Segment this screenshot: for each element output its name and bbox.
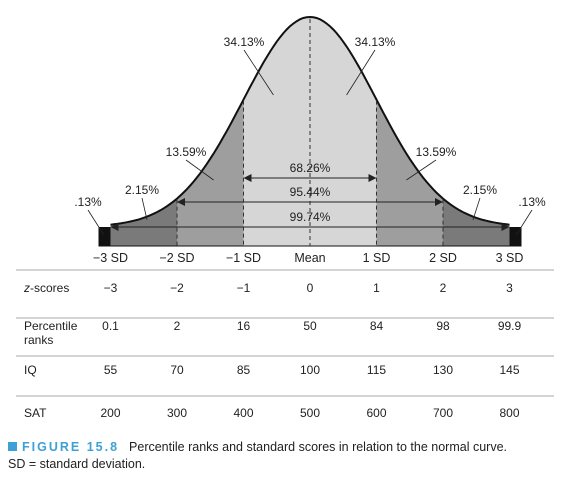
area-label-5: 34.13%: [355, 35, 396, 49]
cell-r3-c5: 115: [367, 363, 386, 377]
area-leader-6: [406, 159, 437, 181]
caption-text-2: SD = standard deviation.: [8, 457, 146, 471]
cell-r4-c7: 800: [499, 406, 519, 420]
inner-band-left: [177, 99, 244, 246]
cell-r4-c5: 600: [366, 406, 386, 420]
row-label-4: SAT: [24, 406, 47, 420]
area-leader-1: [87, 209, 105, 236]
range-label-3: 99.74%: [290, 210, 331, 224]
cell-r4-c2: 300: [167, 406, 187, 420]
sd-label-3: −1 SD: [226, 251, 261, 265]
area-leader-5: [346, 49, 376, 96]
area-percent-labels: .13% 2.15% 13.59% 34.13% 34.13% 13.59% 2.15% .1…: [74, 35, 546, 236]
cell-r4-c3: 400: [233, 406, 253, 420]
figure-label: FIGURE 15.8: [22, 440, 120, 454]
row-label-3: IQ: [24, 363, 37, 377]
area-leader-7: [472, 197, 481, 221]
sd-label-6: 2 SD: [429, 251, 457, 265]
caption-square-icon: [8, 442, 17, 451]
sd-axis-labels: −3 SD −2 SD −1 SD Mean 1 SD 2 SD 3 SD: [93, 251, 523, 265]
range-label-2: 95.44%: [290, 185, 331, 199]
cell-r2-c7: 99.9: [498, 319, 522, 333]
sd-label-4: Mean: [294, 251, 325, 265]
area-label-4: 34.13%: [224, 35, 265, 49]
sd-label-2: −2 SD: [159, 251, 194, 265]
area-leader-4: [243, 49, 274, 96]
cell-r1-c3: −1: [237, 281, 251, 295]
area-label-1: .13%: [74, 195, 102, 209]
range-arrows: 68.26% 95.44% 99.74%: [110, 161, 510, 231]
area-leader-3: [185, 159, 214, 181]
area-label-7: 2.15%: [463, 183, 497, 197]
row-label-2-line2: ranks: [24, 333, 53, 347]
caption-text: Percentile ranks and standard scores in …: [129, 440, 508, 454]
cell-r2-c6: 98: [436, 319, 450, 333]
cell-r3-c4: 100: [300, 363, 320, 377]
cell-r2-c3: 16: [237, 319, 251, 333]
cell-r4-c4: 500: [300, 406, 320, 420]
sd-divider-lines: [176, 19, 444, 246]
area-label-6: 13.59%: [416, 145, 457, 159]
sd-label-1: −3 SD: [93, 251, 128, 265]
row-label-1: z-scores: [23, 281, 69, 295]
cell-r1-c4: 0: [307, 281, 314, 295]
cell-r2-c2: 2: [174, 319, 181, 333]
inner-band-right: [376, 99, 443, 246]
range-label-1: 68.26%: [290, 161, 331, 175]
cell-r2-c1: 0.1: [102, 319, 119, 333]
cell-r1-c6: 2: [440, 281, 447, 295]
cell-r1-c5: 1: [373, 281, 380, 295]
sd-label-7: 3 SD: [496, 251, 524, 265]
figure-caption: FIGURE 15.8 Percentile ranks and standard…: [8, 439, 558, 473]
cell-r3-c7: 145: [499, 363, 519, 377]
area-label-3: 13.59%: [166, 145, 207, 159]
cell-r3-c2: 70: [170, 363, 184, 377]
cell-r3-c3: 85: [237, 363, 251, 377]
cell-r2-c5: 84: [370, 319, 384, 333]
cell-r1-c1: −3: [104, 281, 118, 295]
sd-label-5: 1 SD: [363, 251, 391, 265]
area-leader-2: [141, 197, 148, 221]
cell-r4-c1: 200: [100, 406, 120, 420]
cell-r3-c1: 55: [104, 363, 118, 377]
cell-r4-c6: 700: [433, 406, 453, 420]
cell-r1-c2: −2: [170, 281, 184, 295]
cell-r3-c6: 130: [433, 363, 453, 377]
cell-r2-c4: 50: [303, 319, 317, 333]
area-leader-8: [515, 209, 533, 236]
row-label-2: Percentile: [24, 319, 78, 333]
area-label-2: 2.15%: [125, 183, 159, 197]
cell-r1-c7: 3: [506, 281, 513, 295]
area-label-8: .13%: [518, 195, 546, 209]
